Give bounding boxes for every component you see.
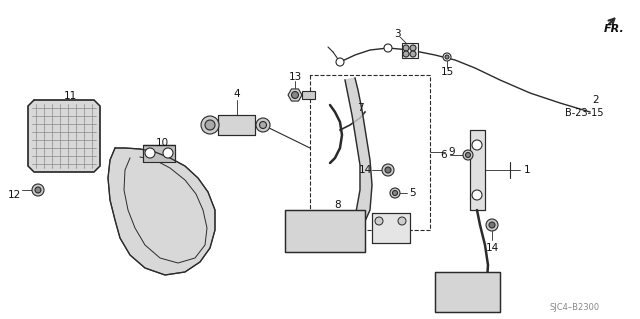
Circle shape [291,92,298,99]
Circle shape [163,148,173,158]
Text: FR.: FR. [604,24,625,34]
Text: 15: 15 [440,67,454,77]
Circle shape [145,148,155,158]
Circle shape [445,55,449,59]
Circle shape [336,58,344,66]
Text: 1: 1 [524,165,531,175]
Circle shape [472,140,482,150]
Circle shape [256,118,270,132]
Polygon shape [143,145,175,162]
Circle shape [382,164,394,176]
Circle shape [32,184,44,196]
Text: SJC4–B2300: SJC4–B2300 [550,303,600,313]
Polygon shape [435,272,500,312]
Circle shape [201,116,219,134]
Polygon shape [288,89,302,101]
Circle shape [375,217,383,225]
Circle shape [205,120,215,130]
Text: 5: 5 [410,188,416,198]
Text: 2: 2 [593,95,599,105]
Circle shape [403,45,409,51]
Circle shape [472,190,482,200]
Circle shape [410,45,416,51]
Polygon shape [372,213,410,243]
Circle shape [463,150,473,160]
Polygon shape [108,148,215,275]
Circle shape [392,190,397,196]
Polygon shape [285,210,365,252]
Circle shape [486,219,498,231]
Text: 3: 3 [394,29,400,39]
Polygon shape [28,100,100,172]
Polygon shape [345,78,372,230]
Text: 11: 11 [63,91,77,101]
Polygon shape [218,115,255,135]
Polygon shape [470,130,485,210]
Circle shape [390,188,400,198]
Circle shape [489,222,495,228]
Circle shape [259,122,266,129]
Circle shape [443,53,451,61]
Text: 8: 8 [335,200,341,210]
Text: B-23-15: B-23-15 [564,108,604,118]
Text: 14: 14 [485,243,499,253]
Circle shape [385,167,391,173]
Circle shape [35,187,41,193]
Text: 4: 4 [234,89,240,99]
Text: 9: 9 [449,147,455,157]
Polygon shape [302,91,315,99]
Text: 12: 12 [8,190,20,200]
Circle shape [384,44,392,52]
Circle shape [398,217,406,225]
Text: 7: 7 [356,103,364,113]
Text: 6: 6 [441,150,447,160]
Circle shape [410,51,416,57]
Circle shape [403,51,409,57]
Circle shape [465,152,470,158]
Text: 13: 13 [289,72,301,82]
Text: 14: 14 [358,165,372,175]
Text: 10: 10 [156,138,168,148]
Polygon shape [402,43,418,58]
